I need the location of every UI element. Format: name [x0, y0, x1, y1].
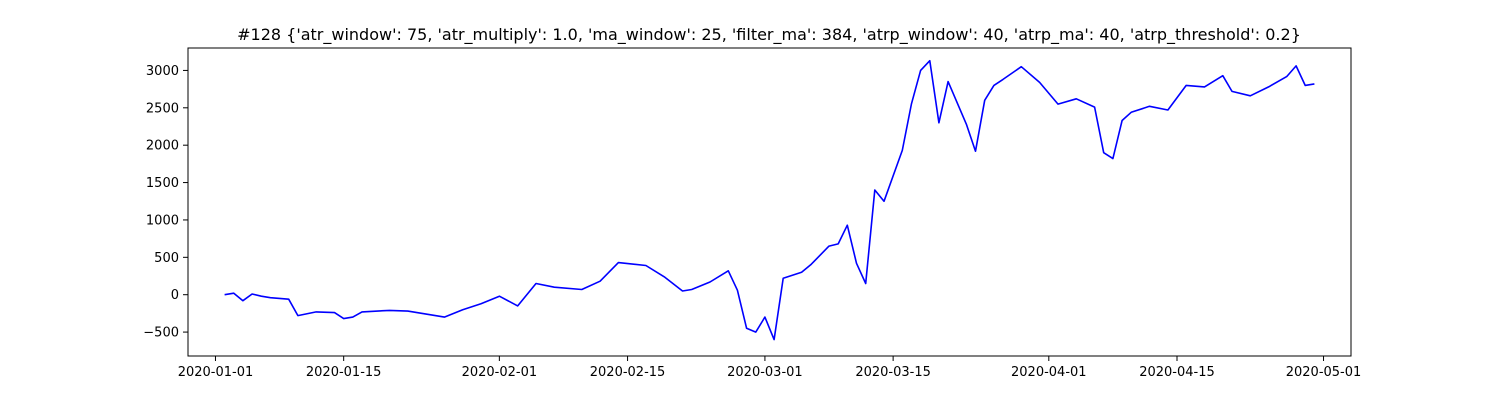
y-tick-label: 500 — [154, 251, 179, 266]
series-layer — [224, 59, 1315, 341]
x-tick-label: 2020-01-15 — [306, 365, 382, 380]
x-tick-label: 2020-03-15 — [855, 365, 931, 380]
y-tick-label: 1000 — [146, 213, 179, 228]
y-tick-label: 0 — [171, 288, 179, 303]
x-tick-label: 2020-01-01 — [178, 365, 254, 380]
x-tick-label: 2020-04-01 — [1011, 365, 1087, 380]
chart-title: #128 {'atr_window': 75, 'atr_multiply': … — [237, 25, 1301, 45]
x-tick-label: 2020-03-01 — [727, 365, 803, 380]
y-tick-label: −500 — [143, 326, 179, 341]
x-tick-label: 2020-04-15 — [1139, 365, 1215, 380]
y-tick-label: 3000 — [146, 64, 179, 79]
plot-area-frame — [187, 47, 1352, 357]
y-tick-label: 2000 — [146, 139, 179, 154]
y-tick-label: 2500 — [146, 101, 179, 116]
x-tick-label: 2020-05-01 — [1286, 365, 1362, 380]
y-tick-label: 1500 — [146, 176, 179, 191]
x-tick-label: 2020-02-15 — [590, 365, 666, 380]
x-tick-label: 2020-02-01 — [462, 365, 538, 380]
series-line — [224, 59, 1315, 341]
y-axis: −500 0 500 1000 1500 2000 2500 3000 — [143, 64, 188, 341]
x-axis: 2020-01-01 2020-01-15 2020-02-01 2020-02-15… — [178, 356, 1362, 380]
